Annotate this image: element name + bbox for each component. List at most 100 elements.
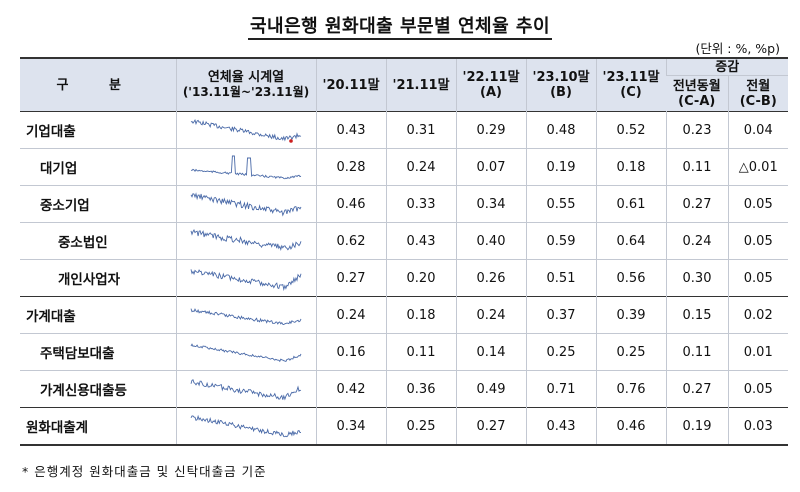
unit-label: (단위 : %, %p)	[695, 41, 780, 56]
table-row: 개인사업자 0.27 0.20 0.26 0.51 0.56 0.30 0.05	[20, 259, 789, 297]
header-col-5: '23.11말 (C)	[595, 57, 666, 112]
cell: 0.52	[595, 111, 666, 149]
cell: 0.42	[315, 370, 386, 408]
row-label: 가계대출	[26, 309, 76, 325]
sparkline	[175, 296, 316, 334]
sparkline-series	[190, 414, 301, 438]
cell: 0.31	[385, 111, 456, 149]
cell: 0.64	[595, 222, 666, 260]
row-label: 중소법인	[58, 235, 108, 251]
sparkline	[175, 185, 316, 223]
cell: 0.25	[525, 333, 596, 371]
row-label: 가계신용대출등	[40, 383, 127, 399]
cell: 0.76	[595, 370, 666, 408]
table-row: 가계신용대출등 0.42 0.36 0.49 0.71 0.76 0.27 0.05	[20, 370, 789, 408]
cell: 0.71	[525, 370, 596, 408]
cell: 0.03	[727, 407, 789, 445]
header-increase: 증감	[665, 57, 789, 76]
cell: 0.25	[595, 333, 666, 371]
cell: 0.49	[455, 370, 526, 408]
row-label: 원화대출계	[26, 420, 89, 436]
cell: 0.24	[665, 222, 728, 260]
sparkline-chart	[190, 414, 301, 438]
cell: 0.48	[525, 111, 596, 149]
sparkline-series	[190, 379, 302, 401]
cell: 0.27	[665, 370, 728, 408]
cell: 0.24	[455, 296, 526, 334]
header-timeseries: 연체율 시계열 ('13.11월~'23.11월)	[175, 57, 316, 112]
table-row: 중소기업 0.46 0.33 0.34 0.55 0.61 0.27 0.05	[20, 185, 789, 223]
sparkline-chart	[190, 343, 302, 363]
cell: 0.46	[595, 407, 666, 445]
table-title: 국내은행 원화대출 부문별 연체율 추이	[0, 12, 800, 40]
cell: 0.61	[595, 185, 666, 223]
sparkline-series	[190, 155, 302, 180]
table-row: 주택담보대출 0.16 0.11 0.14 0.25 0.25 0.11 0.01	[20, 333, 789, 371]
row-label: 중소기업	[40, 198, 90, 214]
cell: 0.55	[525, 185, 596, 223]
cell: 0.46	[315, 185, 386, 223]
header-category: 구 분	[20, 57, 176, 112]
sparkline-series	[190, 269, 302, 292]
cell: 0.04	[727, 111, 789, 149]
cell: 0.34	[455, 185, 526, 223]
sparkline	[175, 111, 316, 149]
header-mom: 전월 (C-B)	[727, 75, 789, 112]
cell: 0.43	[385, 222, 456, 260]
cell: 0.29	[455, 111, 526, 149]
sparkline-series	[190, 308, 302, 325]
cell: 0.24	[315, 296, 386, 334]
cell: 0.43	[315, 111, 386, 149]
header-col-1: '20.11말	[315, 57, 386, 112]
cell: 0.28	[315, 148, 386, 186]
cell: 0.27	[455, 407, 526, 445]
cell: 0.62	[315, 222, 386, 260]
cell: 0.27	[665, 185, 728, 223]
table-row: 중소법인 0.62 0.43 0.40 0.59 0.64 0.24 0.05	[20, 222, 789, 260]
cell: 0.34	[315, 407, 386, 445]
footnote: * 은행계정 원화대출금 및 신탁대출금 기준	[22, 464, 267, 479]
sparkline	[175, 259, 316, 297]
row-label: 개인사업자	[58, 272, 121, 288]
delinquency-table: 구 분 연체율 시계열 ('13.11월~'23.11월) '20.11말 '2…	[20, 57, 789, 446]
cell: 0.25	[385, 407, 456, 445]
sparkline-chart	[190, 192, 302, 217]
sparkline	[175, 407, 316, 445]
cell: 0.11	[665, 148, 728, 186]
row-label: 대기업	[40, 161, 78, 177]
cell: 0.18	[595, 148, 666, 186]
sparkline	[175, 222, 316, 260]
table-row: 대기업 0.28 0.24 0.07 0.19 0.18 0.11 △0.01	[20, 148, 789, 186]
cell: △0.01	[727, 148, 789, 186]
sparkline-series	[190, 192, 302, 217]
cell: 0.19	[525, 148, 596, 186]
cell: 0.11	[665, 333, 728, 371]
cell: 0.02	[727, 296, 789, 334]
sparkline-chart	[190, 118, 302, 143]
sparkline-chart	[190, 379, 302, 401]
sparkline-chart	[190, 269, 302, 292]
row-label: 기업대출	[26, 124, 76, 140]
cell: 0.05	[727, 222, 789, 260]
cell: 0.23	[665, 111, 728, 149]
table-row: 원화대출계 0.34 0.25 0.27 0.43 0.46 0.19 0.03	[20, 407, 789, 445]
sparkline-chart	[190, 308, 302, 325]
cell: 0.05	[727, 370, 789, 408]
header-col-4: '23.10말 (B)	[525, 57, 596, 112]
sparkline	[175, 370, 316, 408]
cell: 0.16	[315, 333, 386, 371]
row-label: 주택담보대출	[40, 346, 115, 362]
cell: 0.07	[455, 148, 526, 186]
cell: 0.51	[525, 259, 596, 297]
cell: 0.56	[595, 259, 666, 297]
cell: 0.40	[455, 222, 526, 260]
table-row: 가계대출 0.24 0.18 0.24 0.37 0.39 0.15 0.02	[20, 296, 789, 334]
cell: 0.37	[525, 296, 596, 334]
cell: 0.24	[385, 148, 456, 186]
cell: 0.33	[385, 185, 456, 223]
cell: 0.59	[525, 222, 596, 260]
cell: 0.14	[455, 333, 526, 371]
sparkline-series	[190, 343, 302, 363]
cell: 0.05	[727, 259, 789, 297]
cell: 0.01	[727, 333, 789, 371]
